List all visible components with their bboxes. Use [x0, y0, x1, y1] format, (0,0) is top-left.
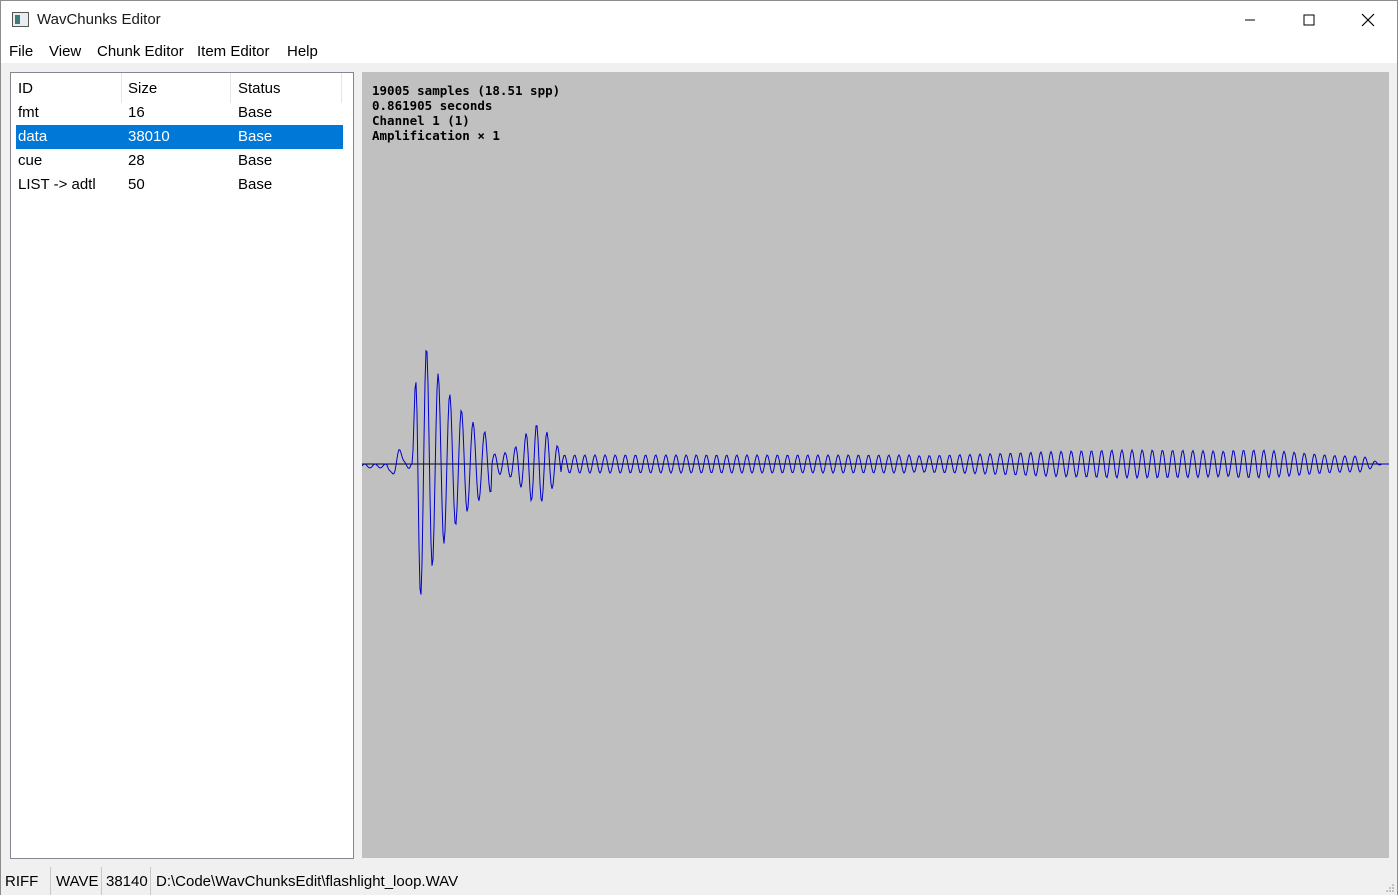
status-bar: RIFF WAVE 38140 D:\Code\WavChunksEdit\fl…: [1, 867, 1397, 895]
menu-bar: File View Chunk Editor Item Editor Help: [1, 39, 1397, 63]
sample-count: 19005 samples (18.51 spp): [372, 83, 561, 98]
status-file-path: D:\Code\WavChunksEdit\flashlight_loop.WA…: [156, 873, 459, 890]
menu-item-editor[interactable]: Item Editor: [197, 43, 270, 60]
chunk-status: Base: [238, 128, 273, 145]
status-file-size: 38140: [102, 867, 151, 895]
menu-help[interactable]: Help: [287, 43, 318, 60]
window-title: WavChunks Editor: [37, 11, 161, 28]
chunk-row-data[interactable]: data 38010 Base: [16, 125, 343, 149]
chunk-status: Base: [238, 176, 273, 193]
chunk-row-cue[interactable]: cue 28 Base: [16, 149, 343, 173]
chunk-size: 50: [128, 176, 145, 193]
chunk-id: fmt: [18, 104, 39, 121]
menu-chunk-editor[interactable]: Chunk Editor: [97, 43, 184, 60]
column-header-status[interactable]: Status: [231, 73, 342, 103]
close-icon: [1361, 13, 1375, 27]
chunk-id: data: [18, 128, 48, 145]
duration: 0.861905 seconds: [372, 98, 493, 113]
waveform-info: 19005 samples (18.51 spp) 0.861905 secon…: [372, 83, 560, 143]
column-header-id[interactable]: ID: [11, 73, 122, 103]
menu-view[interactable]: View: [49, 43, 82, 60]
chunk-status: Base: [238, 104, 273, 121]
minimize-icon: [1245, 19, 1255, 21]
chunk-list[interactable]: ID Size Status fmt 16 Base data 38010 Ba…: [10, 72, 354, 859]
maximize-icon: [1303, 14, 1315, 26]
column-header-size[interactable]: Size: [121, 73, 231, 103]
waveform-view[interactable]: 19005 samples (18.51 spp) 0.861905 secon…: [362, 72, 1389, 858]
title-bar[interactable]: WavChunks Editor: [1, 1, 1397, 39]
channel: Channel 1 (1): [372, 113, 470, 128]
resize-grip-icon[interactable]: [1385, 883, 1395, 893]
waveform-canvas[interactable]: [362, 72, 1389, 858]
amplification: Amplification × 1: [372, 128, 500, 143]
chunk-id: cue: [18, 152, 43, 169]
chunk-row-fmt[interactable]: fmt 16 Base: [16, 101, 343, 125]
close-button[interactable]: [1339, 1, 1397, 39]
chunk-size: 16: [128, 104, 145, 121]
status-form-type: WAVE: [52, 867, 102, 895]
minimize-button[interactable]: [1221, 1, 1279, 39]
menu-file[interactable]: File: [9, 43, 34, 60]
chunk-size: 28: [128, 152, 145, 169]
status-riff: RIFF: [1, 867, 51, 895]
chunk-row-list-adtl[interactable]: LIST -> adtl 50 Base: [16, 173, 343, 197]
maximize-button[interactable]: [1280, 1, 1338, 39]
waveform-line: [362, 349, 1389, 595]
app-icon[interactable]: [12, 12, 29, 27]
chunk-status: Base: [238, 152, 273, 169]
chunk-id: LIST -> adtl: [18, 176, 96, 193]
chunk-size: 38010: [128, 128, 170, 145]
